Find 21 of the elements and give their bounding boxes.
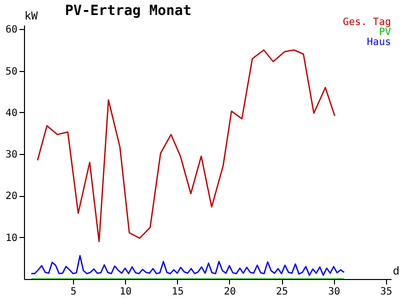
text: Haus: [366, 37, 391, 48]
y-tick-label: 20: [5, 191, 18, 202]
y-tick-label: 30: [5, 150, 18, 161]
x-tick-label: 20: [224, 286, 236, 298]
chart-title: PV-Ertrag Monat: [64, 3, 192, 19]
x-tick-label: 15: [172, 286, 184, 298]
x-tick-label: 35: [380, 286, 392, 298]
x-tick-label: 25: [276, 286, 288, 298]
y-tick-label: 40: [5, 108, 18, 119]
x-tick-label: 5: [70, 286, 77, 298]
text: Ges. Tag: [342, 17, 391, 28]
y-tick-label: 60: [5, 24, 18, 36]
text: PV: [378, 27, 391, 38]
line-series: [36, 49, 336, 242]
x-axis-title: d: [392, 264, 400, 278]
line-series: [30, 255, 345, 276]
y-tick-label: 50: [5, 66, 18, 78]
y-axis-title: kW: [24, 10, 38, 22]
x-tick-label: 30: [328, 286, 340, 298]
y-tick-label: 10: [5, 232, 18, 244]
x-tick-label: 10: [120, 286, 132, 298]
